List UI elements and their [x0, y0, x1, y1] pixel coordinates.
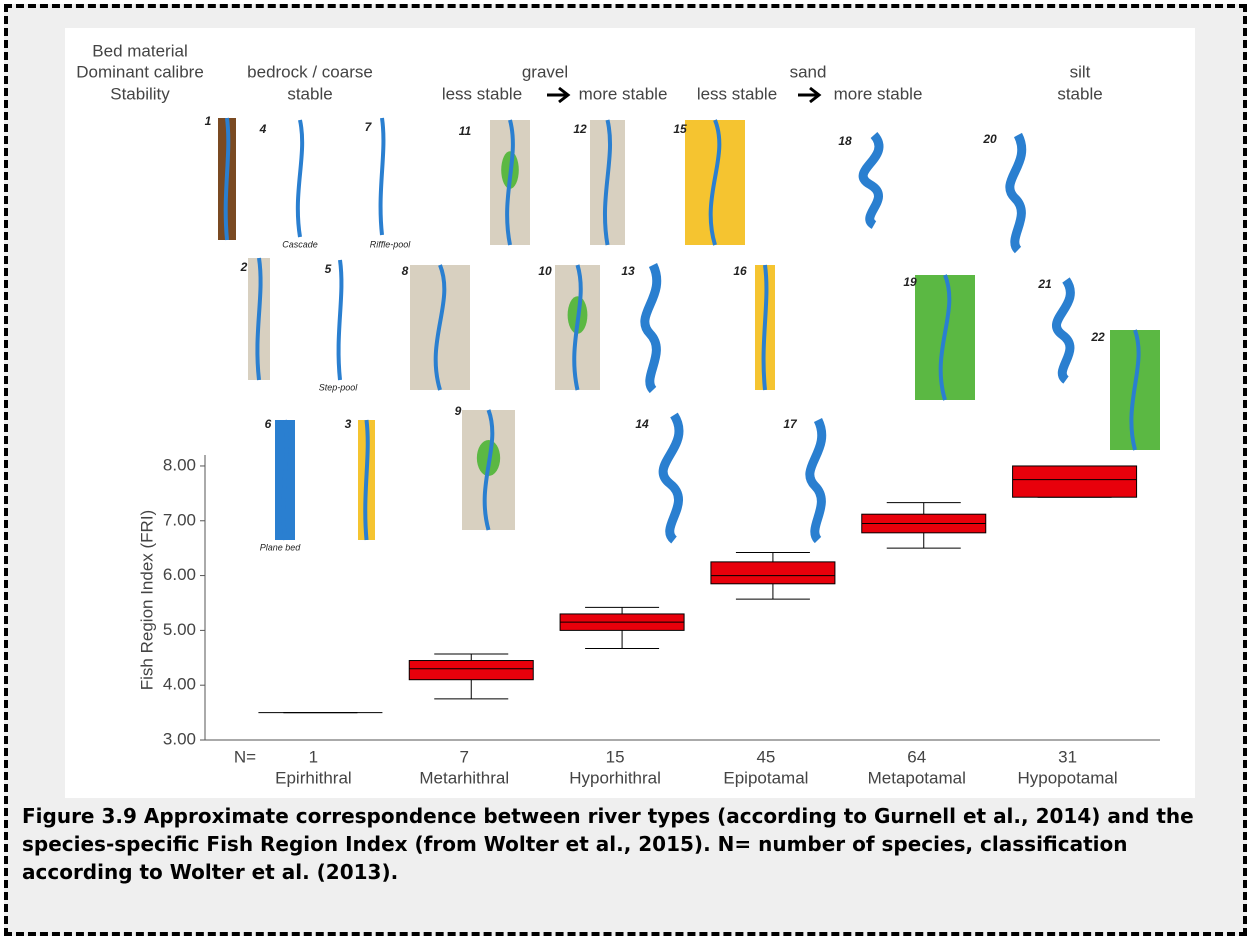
n-count: 15: [606, 747, 625, 766]
river-type-number: 9: [455, 404, 462, 418]
river-channel: [938, 274, 952, 401]
x-tick-label: Hypopotamal: [1017, 768, 1117, 787]
box: [710, 561, 836, 585]
river-channel: [761, 264, 769, 391]
y-tick-label: 7.00: [163, 510, 196, 529]
river-type-number: 6: [265, 417, 272, 431]
figure-panel: [65, 28, 1195, 798]
header-calibre: sand: [790, 62, 827, 81]
river-type-number: 5: [325, 262, 332, 276]
river-channel: [858, 132, 884, 229]
river-type-number: 19: [903, 275, 917, 289]
x-tick-label: Epirhithral: [275, 768, 352, 787]
river-channel: [572, 264, 583, 391]
y-axis-label: Fish Region Index (FRI): [137, 510, 156, 690]
river-channel: [433, 264, 447, 391]
river-type-number: 8: [402, 264, 409, 278]
river-channel: [505, 119, 515, 246]
arrow: [798, 86, 822, 104]
box: [408, 660, 534, 681]
river-channel: [658, 412, 684, 544]
river-type-number: 2: [240, 260, 248, 274]
river-channel: [1129, 329, 1141, 451]
river-type-number: 18: [838, 134, 852, 148]
river-type-number: 1: [205, 114, 212, 128]
river-caption: Riffle-pool: [370, 239, 412, 249]
header-stability: stable: [1057, 84, 1102, 103]
y-tick-label: 4.00: [163, 675, 196, 694]
river-channel: [336, 259, 344, 381]
river-type-number: 14: [635, 417, 649, 431]
x-tick-label: Metapotamal: [868, 768, 966, 787]
header-stability: more stable: [834, 84, 923, 103]
header-calibre: silt: [1070, 62, 1091, 81]
y-tick-label: 8.00: [163, 455, 196, 474]
n-label: N=: [234, 747, 256, 766]
river-channel: [482, 409, 495, 531]
river-channel: [363, 419, 370, 541]
river-type-number: 21: [1037, 277, 1052, 291]
river-caption: Plane bed: [260, 542, 302, 552]
header-stability: less stable: [442, 84, 522, 103]
river-type-number: 4: [259, 122, 267, 136]
river-type-number: 17: [783, 417, 798, 431]
x-tick-label: Epipotamal: [723, 768, 808, 787]
river-caption: Cascade: [282, 239, 318, 249]
y-tick-label: 5.00: [163, 620, 196, 639]
river-type-number: 13: [621, 264, 635, 278]
box: [1012, 465, 1138, 498]
header-stability: stable: [287, 84, 332, 103]
header-calibre: gravel: [522, 62, 568, 81]
header-row-label: Stability: [110, 84, 170, 103]
n-count: 1: [309, 747, 318, 766]
river-channel: [603, 119, 612, 246]
river-channel: [640, 263, 662, 394]
river-type-number: 20: [982, 132, 997, 146]
river-channel: [805, 417, 827, 544]
river-type-number: 10: [538, 264, 552, 278]
river-channel: [378, 117, 386, 236]
river-channel: [223, 117, 231, 241]
header-row-label: Bed material: [92, 41, 187, 60]
river-channel: [255, 257, 263, 381]
river-channel: [1052, 277, 1075, 384]
header-calibre: bedrock / coarse: [247, 62, 373, 81]
n-count: 64: [907, 747, 926, 766]
river-caption: Step-pool: [319, 382, 359, 392]
x-tick-label: Hyporhithral: [569, 768, 661, 787]
y-tick-label: 3.00: [163, 729, 196, 748]
river-type-number: 22: [1090, 330, 1105, 344]
caption: Figure 3.9 Approximate correspondence be…: [22, 804, 1194, 884]
n-count: 31: [1058, 747, 1077, 766]
n-count: 7: [460, 747, 469, 766]
river-channel: [295, 119, 305, 238]
river-type-number: 3: [345, 417, 352, 431]
river-type-number: 12: [573, 122, 587, 136]
river-type-number: 7: [365, 120, 373, 134]
river-channel: [281, 419, 289, 541]
n-count: 45: [756, 747, 775, 766]
header-stability: more stable: [579, 84, 668, 103]
river-channel: [708, 119, 722, 246]
header-stability: less stable: [697, 84, 777, 103]
arrow: [547, 86, 571, 104]
river-type-number: 16: [733, 264, 747, 278]
header-row-label: Dominant calibre: [76, 62, 204, 81]
river-channel: [1005, 132, 1027, 254]
x-tick-label: Metarhithral: [419, 768, 509, 787]
river-type-number: 11: [459, 124, 472, 138]
y-tick-label: 6.00: [163, 565, 196, 584]
river-type-number: 15: [673, 122, 687, 136]
